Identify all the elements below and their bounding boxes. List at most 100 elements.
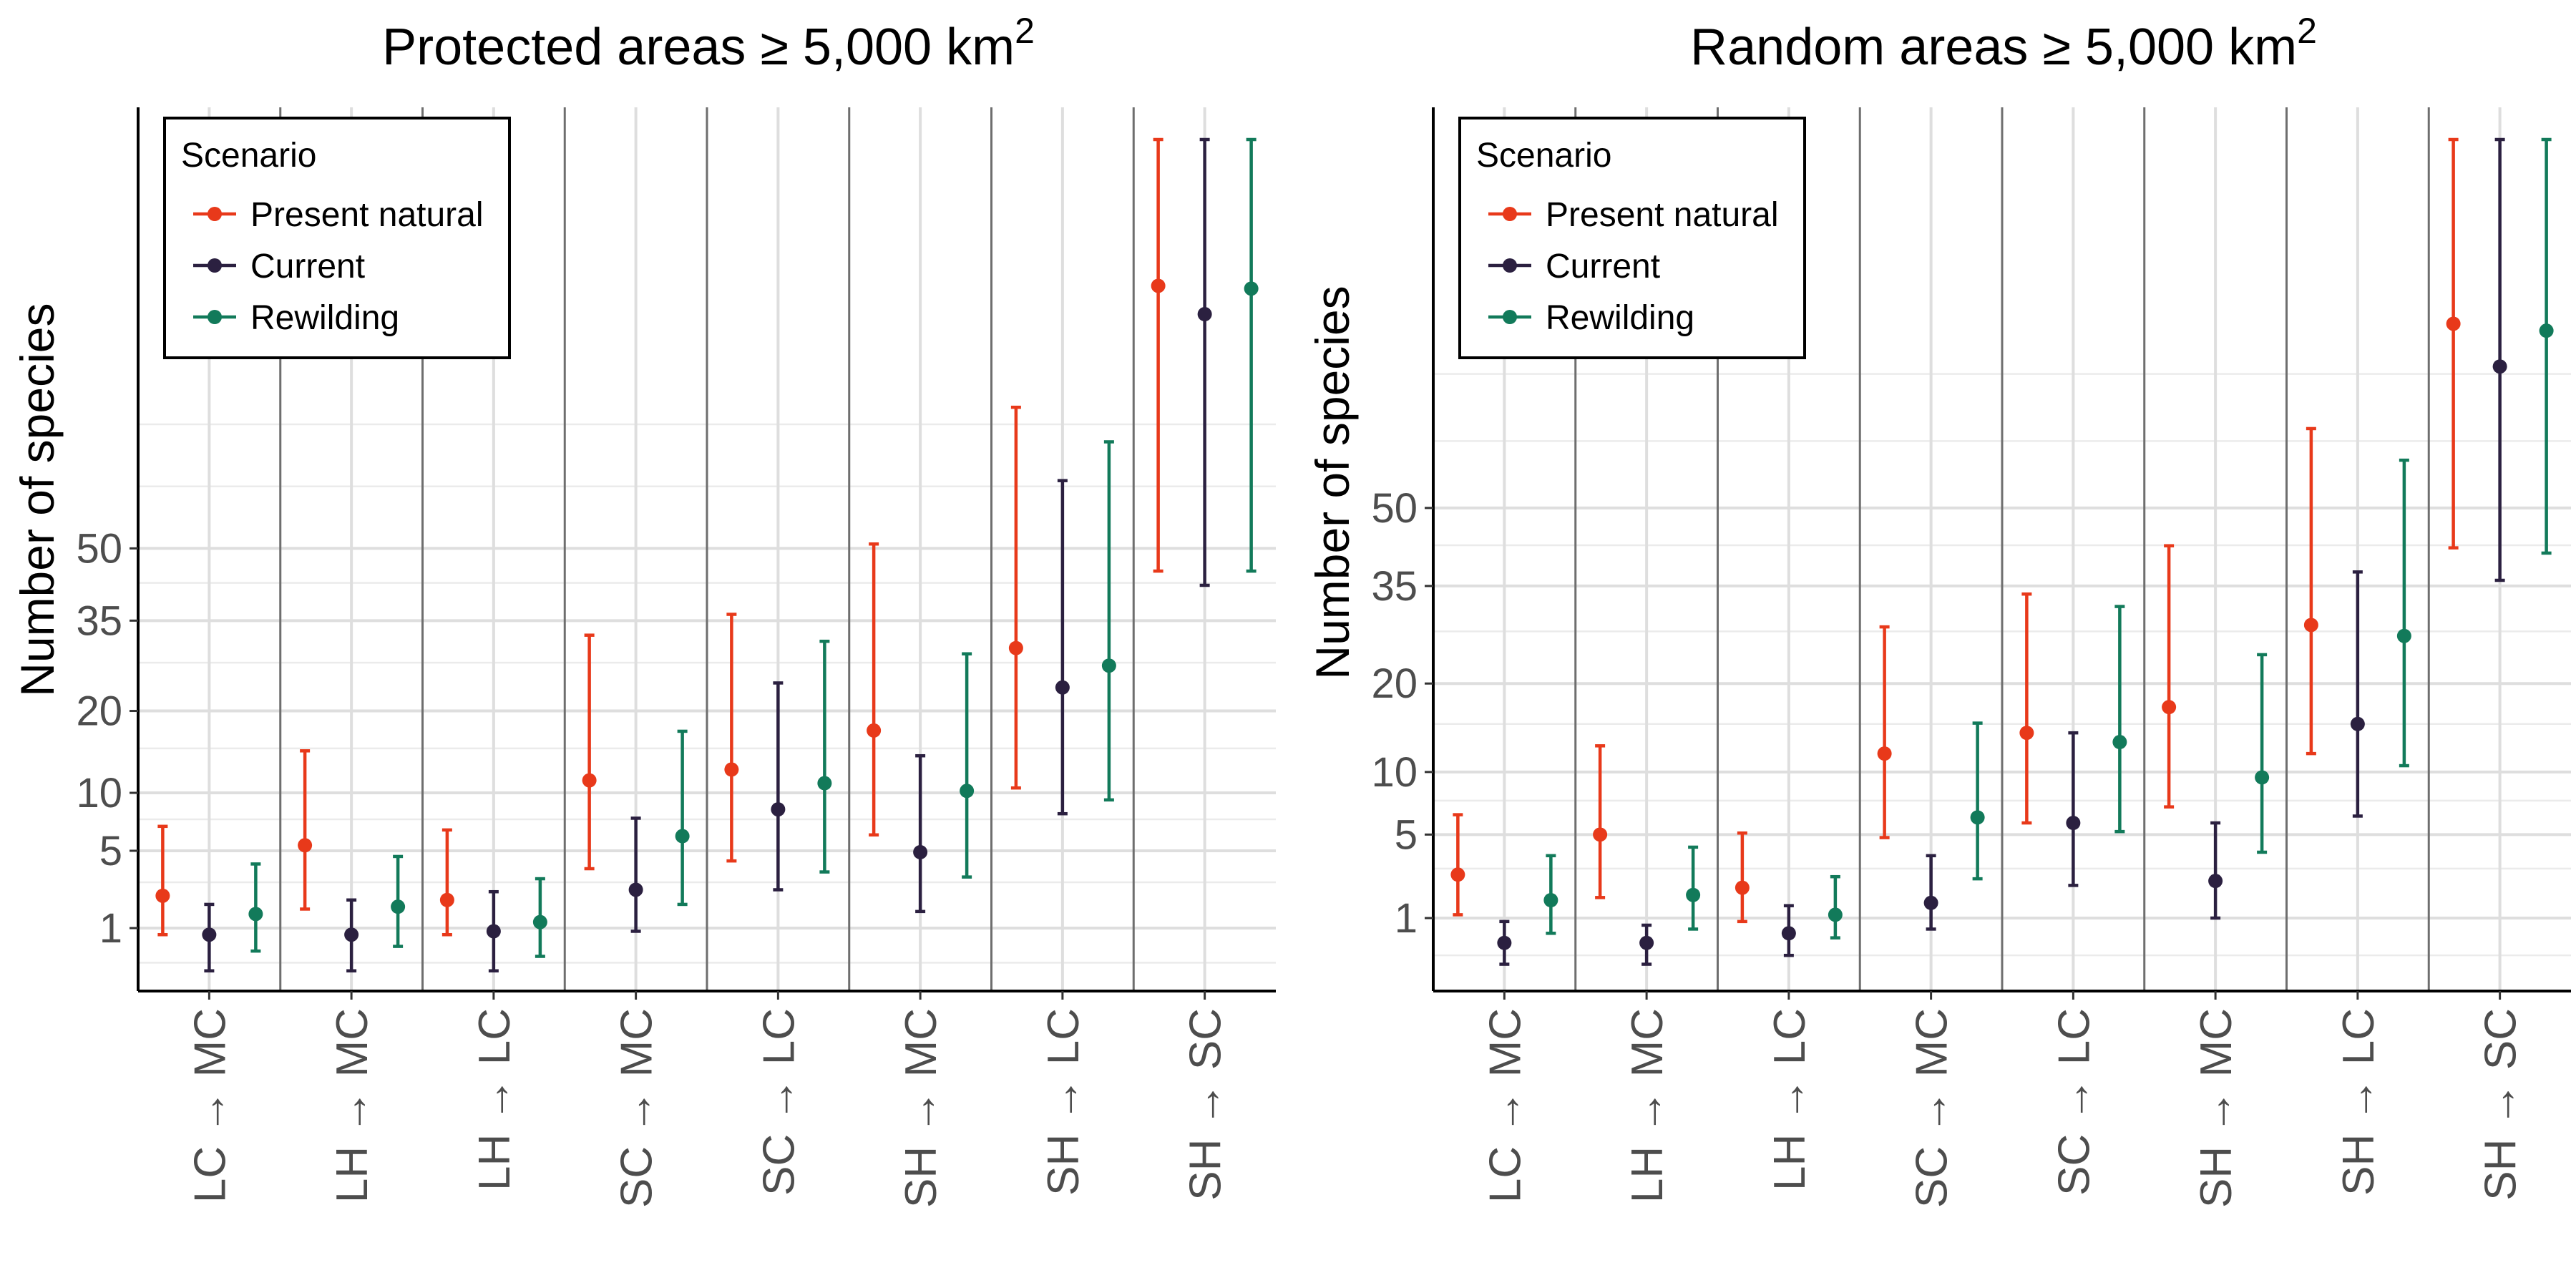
legend-label: Rewilding [250, 299, 399, 337]
data-point [1055, 680, 1070, 695]
errorbar-rewilding [248, 862, 263, 953]
errorbar-rewilding [1101, 440, 1116, 802]
data-point [1781, 926, 1796, 941]
errorbar-present-natural [2303, 426, 2318, 756]
errorbar-present-natural [155, 824, 170, 937]
x-tick-label: LH → MC [328, 1008, 377, 1203]
errorbar-rewilding [2255, 653, 2270, 854]
y-tick-label: 10 [76, 770, 122, 816]
errorbar-present-natural [439, 828, 454, 937]
errorbar-present-natural [1450, 813, 1465, 917]
y-tick-label: 35 [1371, 563, 1418, 610]
data-point [1593, 827, 1608, 842]
errorbar-rewilding [2539, 137, 2554, 555]
data-point [1008, 640, 1023, 655]
panel-title-superscript: 2 [2297, 11, 2317, 51]
errorbar-rewilding [1543, 854, 1558, 935]
x-tick-label: SH → LC [2334, 1008, 2384, 1196]
x-tick-label: SH → LC [1039, 1008, 1088, 1196]
data-point [298, 838, 313, 853]
errorbar-present-natural [867, 542, 882, 837]
legend-title: Scenario [181, 137, 316, 175]
errorbar-current [1923, 854, 1938, 931]
data-point [1497, 935, 1512, 950]
errorbar-present-natural [1151, 137, 1166, 573]
errorbar-current [1781, 904, 1796, 957]
data-point [248, 907, 263, 922]
errorbar-current [1197, 137, 1212, 587]
panel-title: Random areas ≥ 5,000 km2 [1690, 11, 2317, 76]
data-point [2208, 874, 2223, 889]
errorbar-current [771, 681, 786, 892]
data-point [817, 776, 832, 791]
data-point [2350, 716, 2365, 731]
errorbar-rewilding [817, 639, 832, 874]
legend-key-point [208, 207, 222, 221]
errorbar-rewilding [391, 854, 406, 948]
errorbar-current [202, 902, 217, 973]
y-tick-label: 50 [76, 525, 122, 572]
errorbar-current [1639, 923, 1654, 966]
errorbar-current [1497, 919, 1512, 966]
x-tick-label: SH → SC [2477, 1008, 2526, 1201]
data-point [1877, 746, 1892, 761]
legend: Scenario Present natural Current Rewilding [1458, 117, 1806, 359]
data-point [1101, 658, 1116, 673]
errorbar-current [2350, 570, 2365, 818]
y-axis-title: Number of species [11, 303, 64, 697]
data-point [582, 773, 597, 788]
errorbar-rewilding [2396, 458, 2411, 768]
data-point [1543, 892, 1558, 907]
errorbar-present-natural [2162, 544, 2177, 809]
errorbar-rewilding [1828, 874, 1843, 940]
errorbar-present-natural [1008, 405, 1023, 790]
data-point [2446, 316, 2461, 331]
x-tick-label: SH → SC [1181, 1008, 1231, 1201]
errorbar-present-natural [2019, 592, 2034, 825]
data-point [532, 914, 547, 930]
y-tick-label: 5 [1395, 811, 1418, 858]
data-point [1686, 887, 1701, 902]
data-point [486, 924, 501, 939]
errorbar-current [2066, 731, 2081, 887]
errorbar-rewilding [1244, 137, 1259, 573]
y-axis-title: Number of species [1306, 286, 1359, 679]
y-tick-label: 5 [99, 828, 122, 874]
panel-title-text: Protected areas ≥ 5,000 km [382, 19, 1015, 76]
legend-label: Rewilding [1546, 299, 1694, 337]
data-point [675, 829, 690, 844]
legend-label: Present natural [1546, 196, 1779, 234]
errorbar-rewilding [1686, 845, 1701, 931]
errorbar-present-natural [2446, 137, 2461, 550]
data-point [628, 882, 643, 897]
data-point [1639, 935, 1654, 950]
data-point [1197, 307, 1212, 322]
errorbar-rewilding [675, 729, 690, 907]
data-point [2539, 323, 2554, 338]
legend-label: Current [250, 248, 365, 286]
y-tick-label: 35 [76, 597, 122, 644]
data-point [439, 892, 454, 907]
x-tick-label: SC → LC [2049, 1008, 2099, 1196]
data-point [202, 927, 217, 942]
x-tick-label: LH → LC [470, 1008, 519, 1191]
y-tick-label: 50 [1371, 485, 1418, 532]
data-point [1450, 867, 1465, 882]
data-point [724, 762, 739, 777]
panel-title-text: Random areas ≥ 5,000 km [1690, 19, 2297, 76]
data-point [867, 723, 882, 738]
data-point [2255, 770, 2270, 785]
x-tick-label: LC → MC [185, 1008, 235, 1203]
data-point [155, 888, 170, 903]
data-point [1970, 810, 1985, 825]
panel-2: Random areas ≥ 5,000 km2 1 5 10 20 35 50 Number… [1306, 11, 2571, 1208]
legend-label: Present natural [250, 196, 484, 234]
legend-label: Current [1546, 248, 1660, 286]
data-point [1923, 895, 1938, 910]
legend: Scenario Present natural Current Rewilding [163, 117, 511, 359]
data-point [2019, 726, 2034, 741]
data-point [2396, 628, 2411, 643]
errorbar-current [628, 816, 643, 933]
errorbar-current [2208, 821, 2223, 920]
